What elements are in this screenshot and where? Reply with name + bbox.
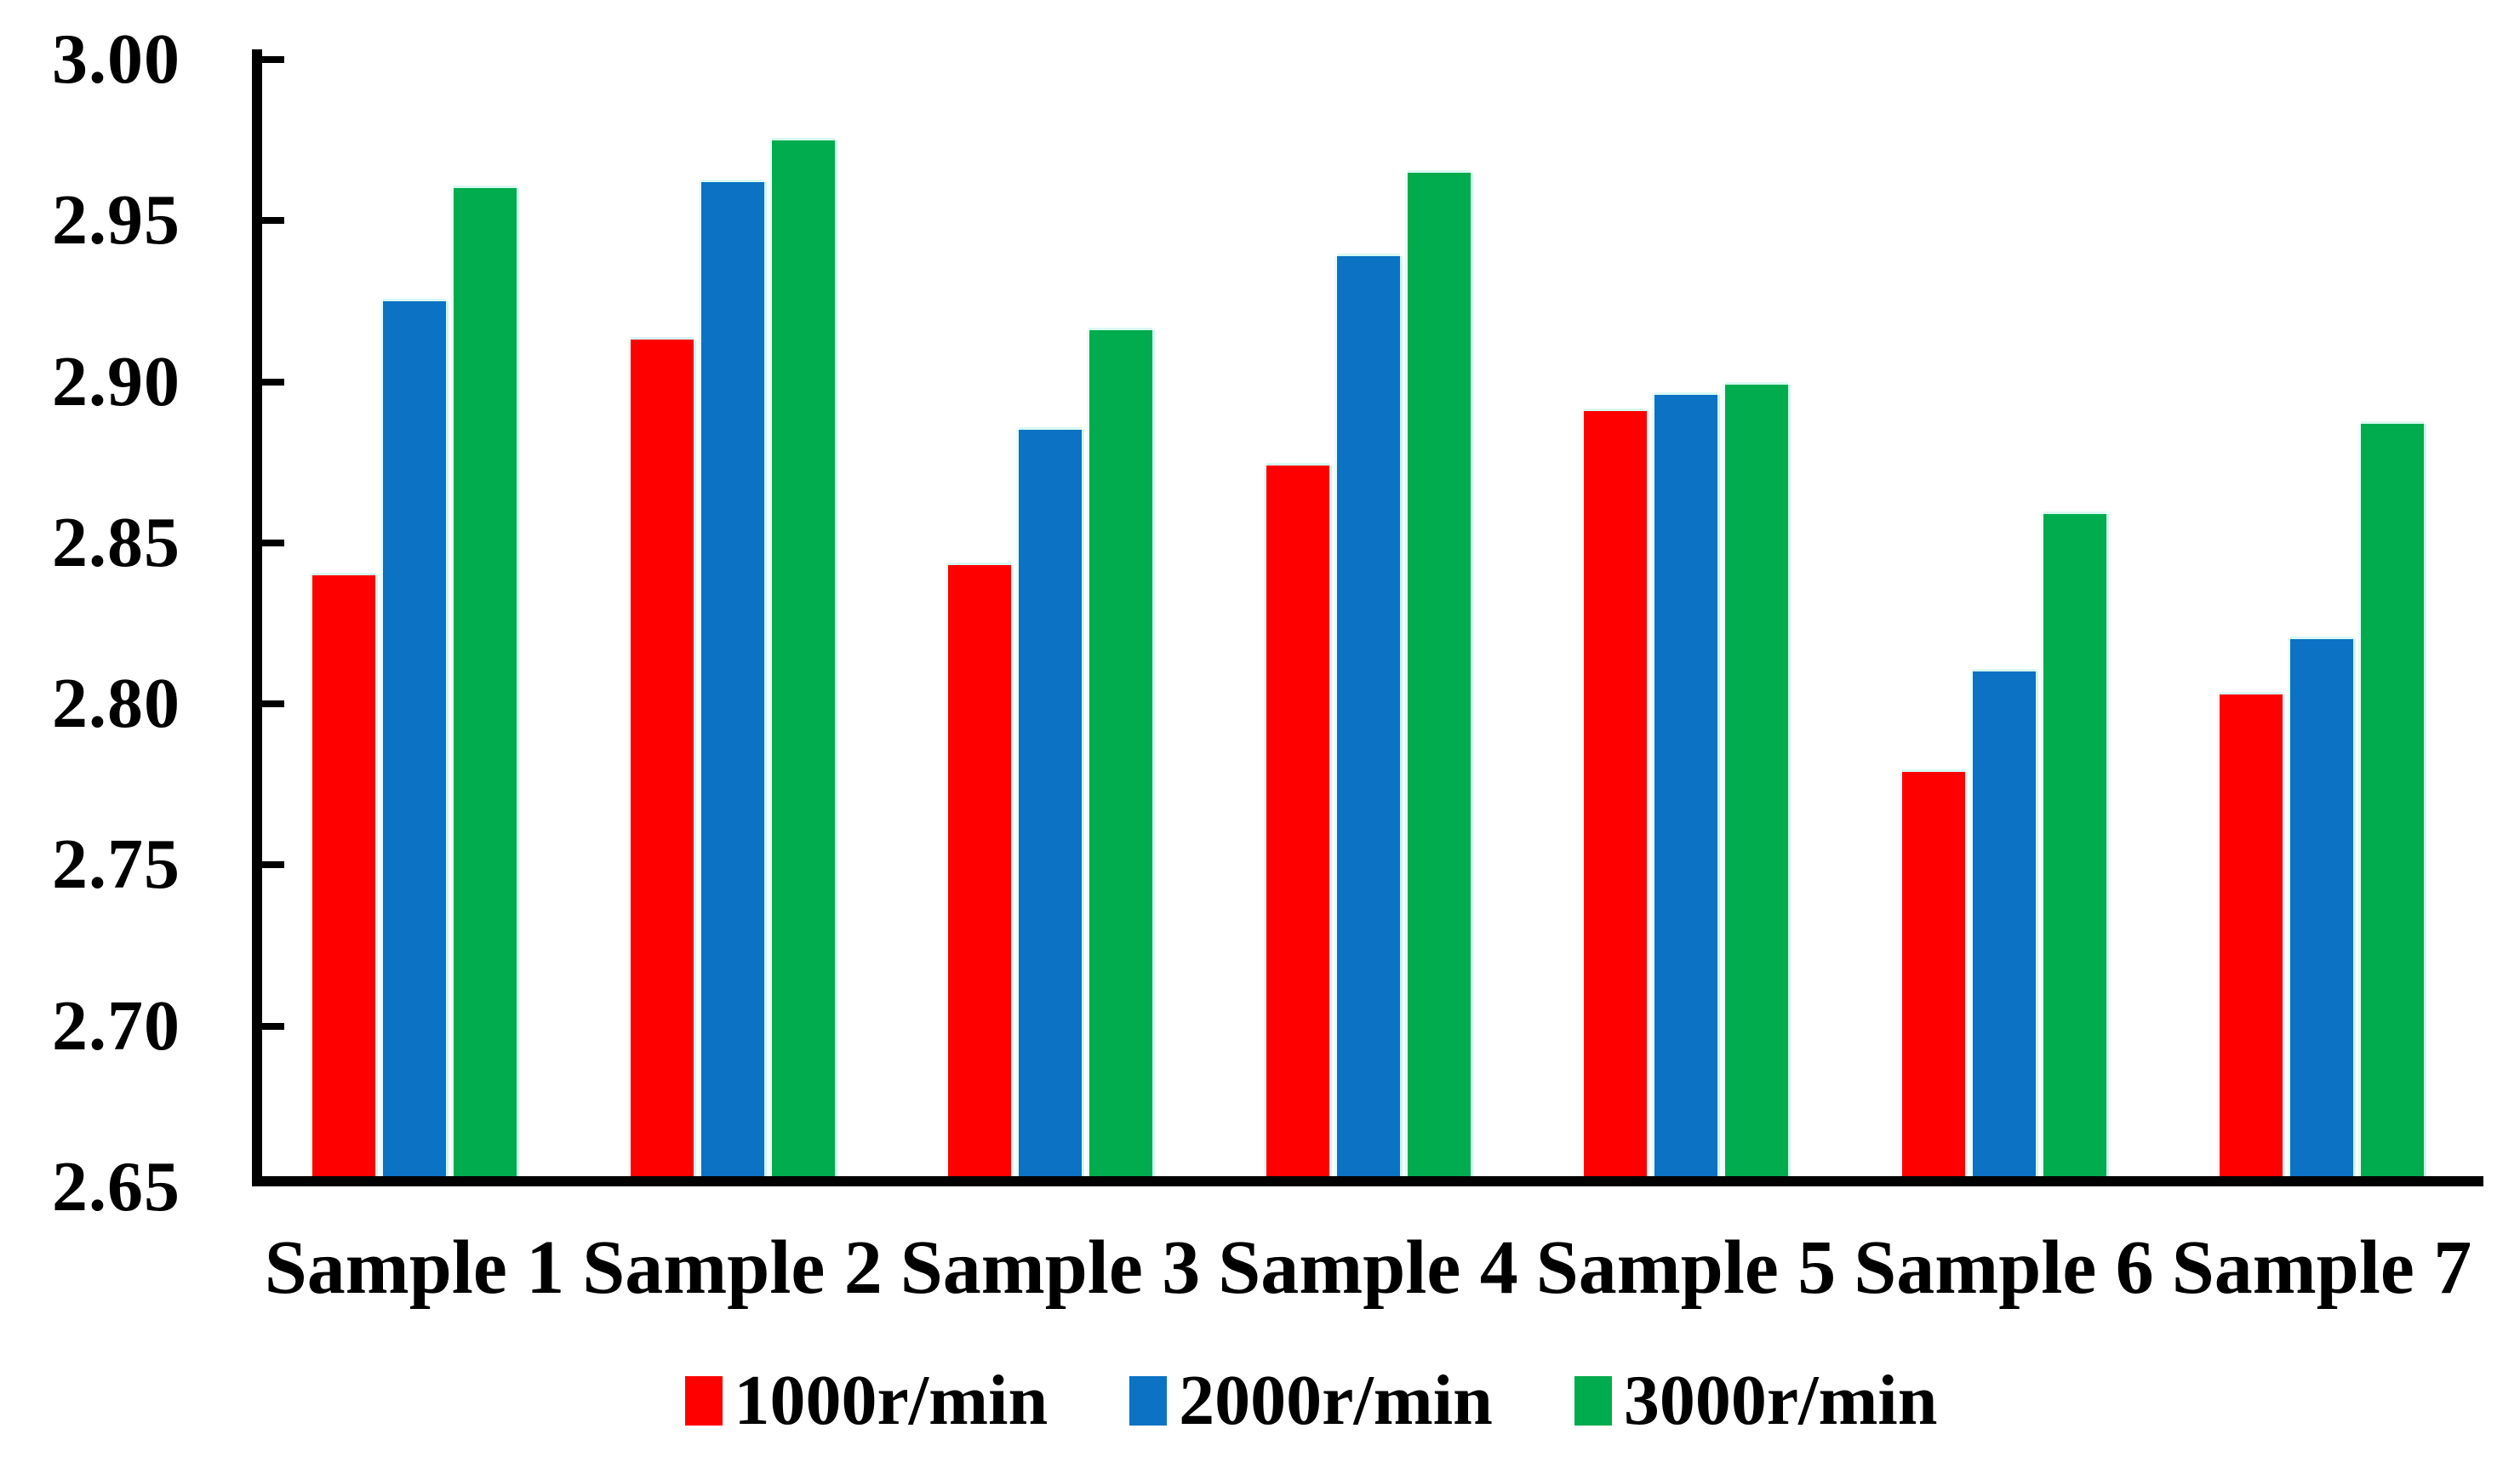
bar-2000r/min-sample-6 [1972, 671, 2036, 1176]
y-tick-label: 2.95 [52, 180, 180, 260]
legend-label-1000rmin: 1000r/min [734, 1361, 1049, 1440]
bar-2000r/min-sample-2 [700, 181, 764, 1176]
bar-2000r/min-sample-3 [1019, 430, 1082, 1176]
bar-2000r/min-sample-4 [1336, 255, 1400, 1176]
x-category-label: Sample 1 [264, 1226, 565, 1310]
y-tick-label: 2.70 [52, 986, 180, 1066]
bar-3000r/min-sample-5 [1725, 385, 1788, 1176]
y-tick [262, 539, 284, 546]
bar-2000r/min-sample-5 [1654, 394, 1717, 1176]
y-tick [262, 56, 284, 63]
bar-2000r/min-sample-7 [2290, 639, 2353, 1176]
x-category-label: Sample 7 [2171, 1226, 2472, 1310]
bar-2000r/min-sample-1 [383, 300, 446, 1176]
bar-3000r/min-sample-1 [454, 188, 517, 1176]
bar-1000r/min-sample-3 [948, 565, 1011, 1176]
legend-item-3000rmin: 3000r/min [1574, 1358, 1938, 1443]
legend-swatch-1000rmin [684, 1376, 723, 1426]
y-tick-label: 2.80 [52, 664, 180, 744]
legend-label-3000rmin: 3000r/min [1623, 1361, 1938, 1440]
bar-1000r/min-sample-1 [312, 574, 375, 1176]
y-tick-label: 2.90 [52, 341, 180, 421]
x-category-label: Sample 4 [1218, 1226, 1518, 1310]
legend-swatch-3000rmin [1574, 1376, 1612, 1426]
legend-item-1000rmin: 1000r/min [684, 1358, 1049, 1443]
legend: 1000r/min 2000r/min 3000r/min [0, 1358, 2520, 1443]
x-category-label: Sample 3 [900, 1226, 1201, 1310]
bar-3000r/min-sample-4 [1407, 172, 1471, 1176]
bar-3000r/min-sample-3 [1089, 330, 1152, 1176]
x-category-label: Sample 2 [582, 1226, 883, 1310]
legend-label-2000rmin: 2000r/min [1179, 1361, 1493, 1440]
y-tick [262, 700, 284, 708]
bar-1000r/min-sample-4 [1266, 466, 1329, 1176]
bar-1000r/min-sample-7 [2220, 694, 2283, 1176]
x-category-label: Sample 6 [1854, 1226, 2154, 1310]
bar-3000r/min-sample-2 [771, 140, 835, 1176]
bar-1000r/min-sample-6 [1901, 771, 1965, 1176]
legend-item-2000rmin: 2000r/min [1129, 1358, 1493, 1443]
y-axis-line [252, 49, 262, 1186]
bar-1000r/min-sample-5 [1584, 410, 1647, 1176]
y-tick [262, 378, 284, 386]
y-tick [262, 861, 284, 869]
x-category-label: Sample 5 [1535, 1226, 1837, 1310]
legend-swatch-2000rmin [1129, 1376, 1168, 1426]
y-tick [262, 1022, 284, 1030]
y-tick-label: 2.75 [52, 825, 180, 905]
bar-3000r/min-sample-6 [2043, 513, 2106, 1176]
y-tick-label: 2.65 [52, 1147, 180, 1226]
y-tick-label: 2.85 [52, 502, 180, 582]
bar-3000r/min-sample-7 [2361, 423, 2424, 1176]
x-axis-line [252, 1176, 2483, 1186]
y-tick [262, 217, 284, 225]
y-tick-label: 3.00 [52, 20, 180, 99]
bar-1000r/min-sample-2 [630, 340, 694, 1176]
